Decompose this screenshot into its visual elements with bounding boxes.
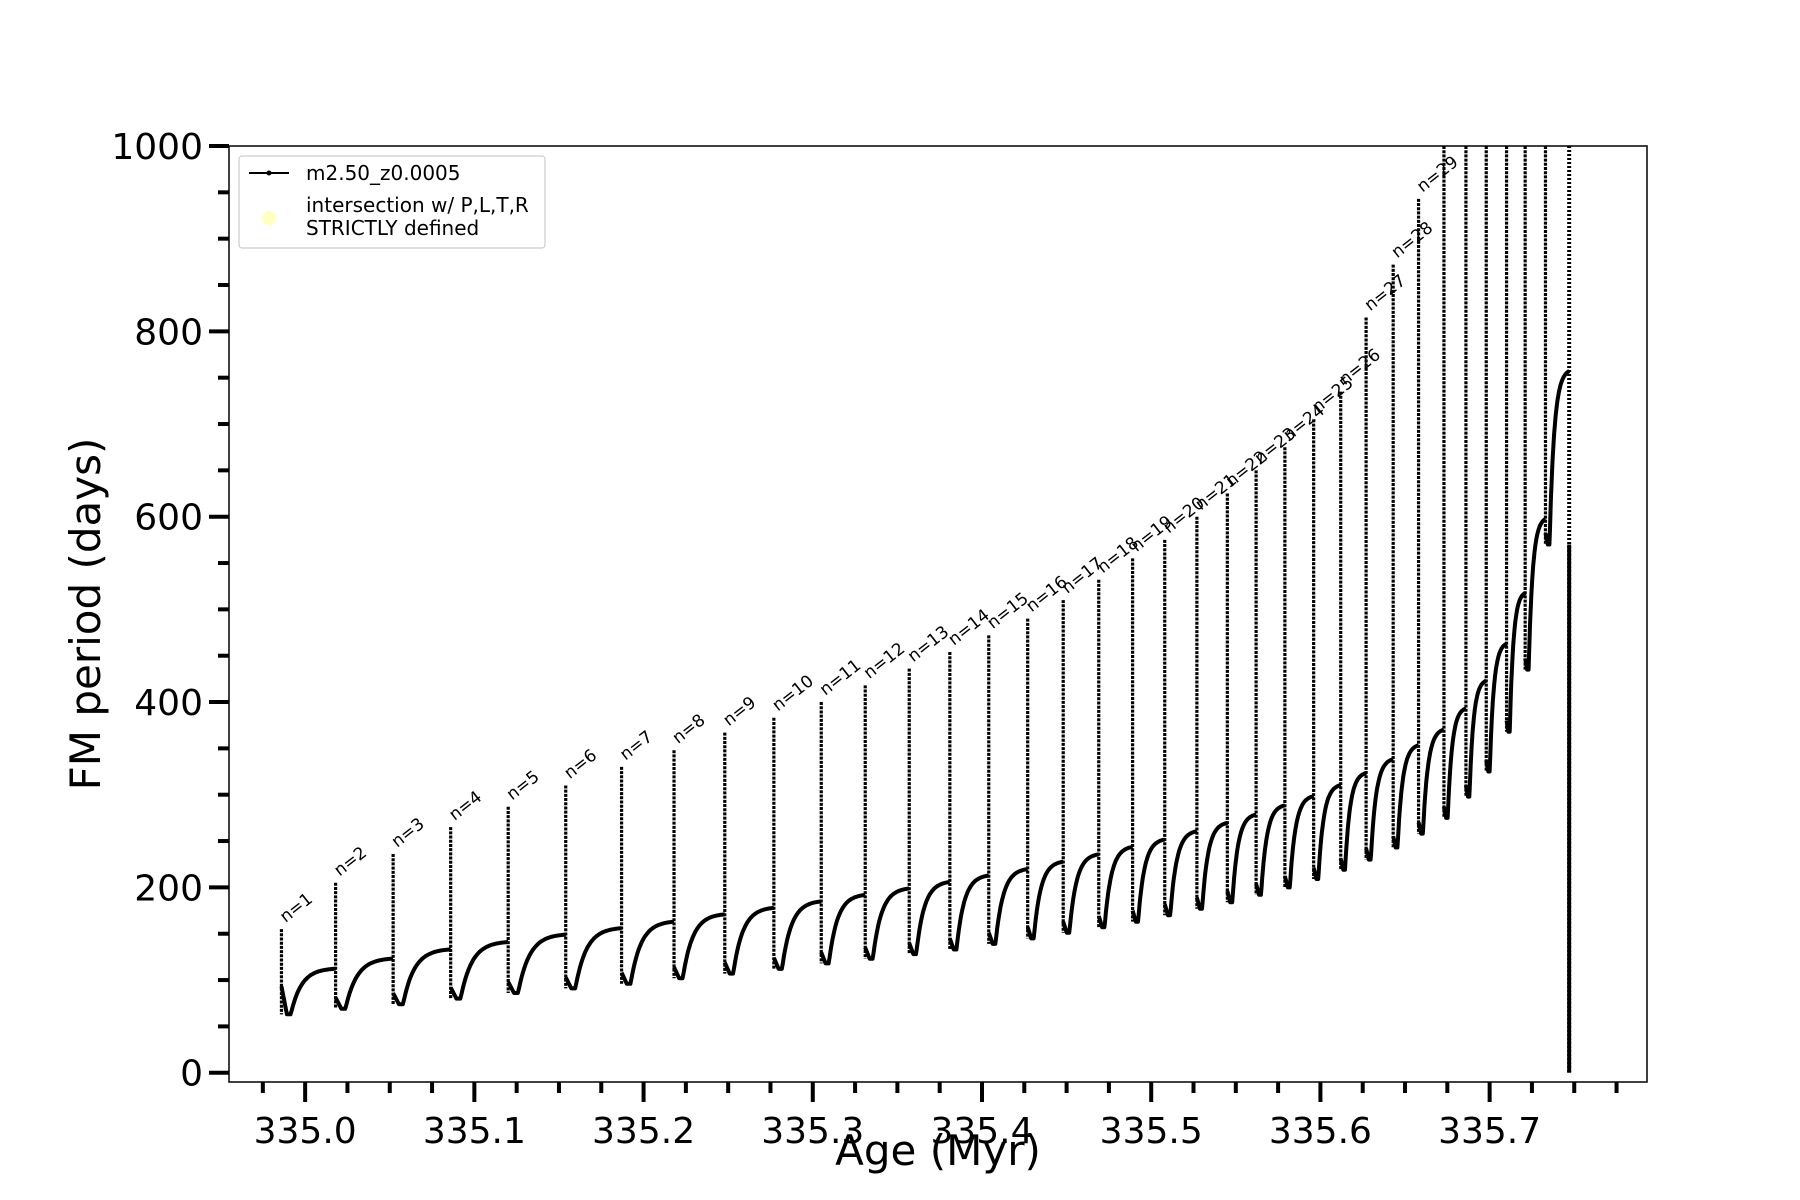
pulse-cycle [1025, 618, 1065, 941]
pulse-cycle [722, 732, 775, 976]
pulse-cycle [863, 685, 911, 961]
pulse-cycle [1130, 558, 1166, 924]
x-tick-label: 335.5 [1100, 1111, 1203, 1152]
pulse-cycle [391, 854, 452, 1007]
pulse-curve [986, 867, 1029, 946]
pulse-cycle [506, 806, 567, 995]
pulse-curve [279, 966, 337, 1017]
pulse-cycle [1463, 146, 1488, 799]
pulse-curve [1225, 812, 1258, 905]
pulse-curve [772, 899, 823, 971]
pulse-cycle [619, 766, 675, 986]
pulse-curve [1463, 678, 1488, 799]
pulse-curve [722, 905, 775, 976]
pulse-cycle [672, 750, 726, 981]
legend-line-dot [266, 170, 272, 176]
pulse-cycle [1416, 198, 1446, 836]
pulse-curve [1096, 844, 1134, 930]
pulse-curve [1061, 852, 1100, 935]
pulse-curve [1254, 803, 1287, 897]
y-tick-label: 0 [180, 1054, 203, 1095]
pulse-cycle [1543, 146, 1571, 547]
pulse-curve [1416, 727, 1446, 836]
pulse-cycle [1194, 516, 1229, 911]
pulse-curve [391, 947, 452, 1007]
pulse-cycle [1391, 264, 1420, 850]
pulse-cycle [1504, 146, 1527, 734]
pulse-curve [1282, 794, 1315, 890]
pulse-curve [1194, 820, 1229, 911]
pulse-cycle [947, 651, 990, 952]
pulse-cycle [1096, 579, 1134, 930]
pulse-cycle [1441, 146, 1468, 820]
pulse-curve [1311, 783, 1343, 881]
pulse-cycle [1282, 447, 1315, 890]
y-tick-label: 1000 [111, 127, 203, 168]
x-tick-label: 335.0 [254, 1111, 357, 1152]
pulse-cycle [1338, 391, 1368, 872]
pulse-curve [1130, 837, 1166, 924]
pulse-curve [563, 926, 623, 991]
pulse-cycle [563, 785, 623, 991]
y-axis-title: FM period (days) [61, 438, 110, 791]
pulse-curve [1025, 859, 1065, 941]
y-tick-label: 600 [134, 498, 203, 539]
pulse-curve [1484, 641, 1509, 774]
legend-box [238, 155, 546, 249]
y-tick-label: 400 [134, 683, 203, 724]
pulse-curve [1441, 706, 1468, 820]
pulse-curve [1523, 517, 1547, 672]
pulse-curve [1543, 369, 1571, 547]
pulse-curve [506, 932, 567, 995]
pulse-cycle [279, 929, 337, 1017]
pulse-cycle [1061, 600, 1100, 935]
pulse-cycle [819, 702, 867, 966]
pulse-curve [672, 912, 726, 981]
pulse-cycle [1162, 539, 1199, 918]
pulse-curve [1391, 743, 1420, 850]
x-tick-label: 335.6 [1269, 1111, 1372, 1152]
x-axis-title: Age (Myr) [835, 1126, 1041, 1175]
x-tick-label: 335.4 [930, 1111, 1033, 1152]
pulse-cycle [1484, 146, 1509, 774]
legend-entry-intersection-line2: STRICTLY defined [306, 216, 479, 240]
pulse-cycle [1254, 470, 1287, 897]
legend-entry-intersection: intersection w/ P,L,T,R [306, 193, 529, 217]
legend: m2.50_z0.0005 intersection w/ P,L,T,R ST… [238, 155, 546, 249]
pulse-cycle [1364, 317, 1395, 862]
pulse-curve [1162, 829, 1199, 918]
y-tick-label: 200 [134, 868, 203, 909]
legend-entry-series: m2.50_z0.0005 [306, 161, 461, 185]
pulse-cycle [1523, 146, 1547, 672]
pulse-curve [819, 892, 867, 966]
pulse-curve [448, 940, 509, 1001]
pulse-cycle [1311, 419, 1343, 881]
pulse-cycle [907, 668, 951, 957]
legend-circle-marker [262, 211, 276, 225]
pulse-curve [1504, 591, 1527, 734]
pulse-curve [863, 886, 911, 961]
pulse-curve [907, 880, 951, 957]
x-tick-label: 335.1 [423, 1111, 526, 1152]
x-tick-label: 335.3 [761, 1111, 864, 1152]
pulse-cycle [448, 827, 509, 1001]
pulse-curve [619, 919, 675, 986]
pulse-curve [1338, 771, 1368, 872]
pulse-cycle [1225, 493, 1258, 905]
pulse-curve [333, 956, 394, 1011]
pulse-cycle [333, 882, 394, 1011]
x-tick-label: 335.2 [592, 1111, 695, 1152]
pulse-curve [1364, 757, 1395, 862]
x-tick-label: 335.7 [1438, 1111, 1541, 1152]
y-tick-label: 800 [134, 312, 203, 353]
pulse-cycle [772, 717, 823, 971]
pulse-curve [947, 873, 990, 952]
axes: 335.0 335.1 335.2 335.3 335.4 335.5 335.6 335.7… [111, 127, 1619, 1152]
pulse-cycle [986, 635, 1029, 946]
